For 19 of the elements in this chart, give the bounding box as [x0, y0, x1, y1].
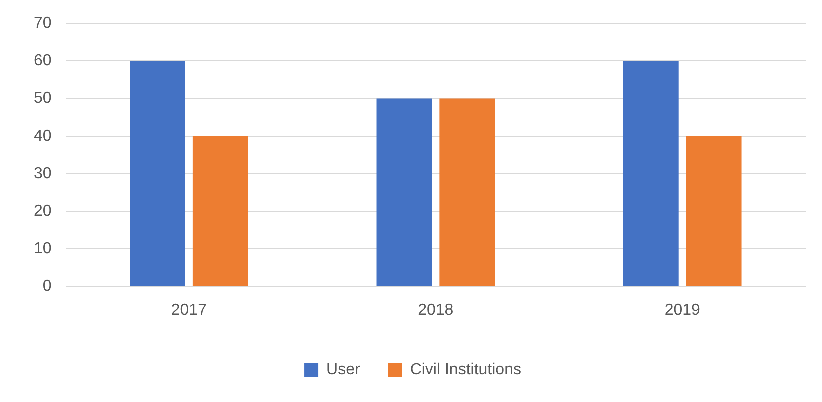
- x-tick-label: 2017: [171, 302, 208, 319]
- bar: [623, 61, 679, 286]
- y-tick-label: 10: [34, 240, 52, 258]
- legend-label: Civil Institutions: [410, 361, 522, 378]
- x-tick-label: 2018: [418, 302, 454, 319]
- y-tick-label: 0: [42, 278, 52, 296]
- y-tick-label: 50: [34, 90, 52, 108]
- bar: [192, 136, 248, 286]
- bar: [440, 98, 496, 286]
- y-tick-label: 40: [34, 128, 52, 145]
- y-tick-label: 60: [34, 52, 52, 70]
- y-tick-label: 20: [34, 203, 52, 220]
- y-tick-label: 30: [34, 165, 52, 182]
- legend-label: User: [326, 361, 361, 378]
- y-tick-label: 70: [34, 15, 52, 32]
- bar: [686, 136, 742, 286]
- bar: [130, 61, 186, 286]
- x-tick-label: 2019: [664, 302, 701, 319]
- bar: [376, 98, 432, 286]
